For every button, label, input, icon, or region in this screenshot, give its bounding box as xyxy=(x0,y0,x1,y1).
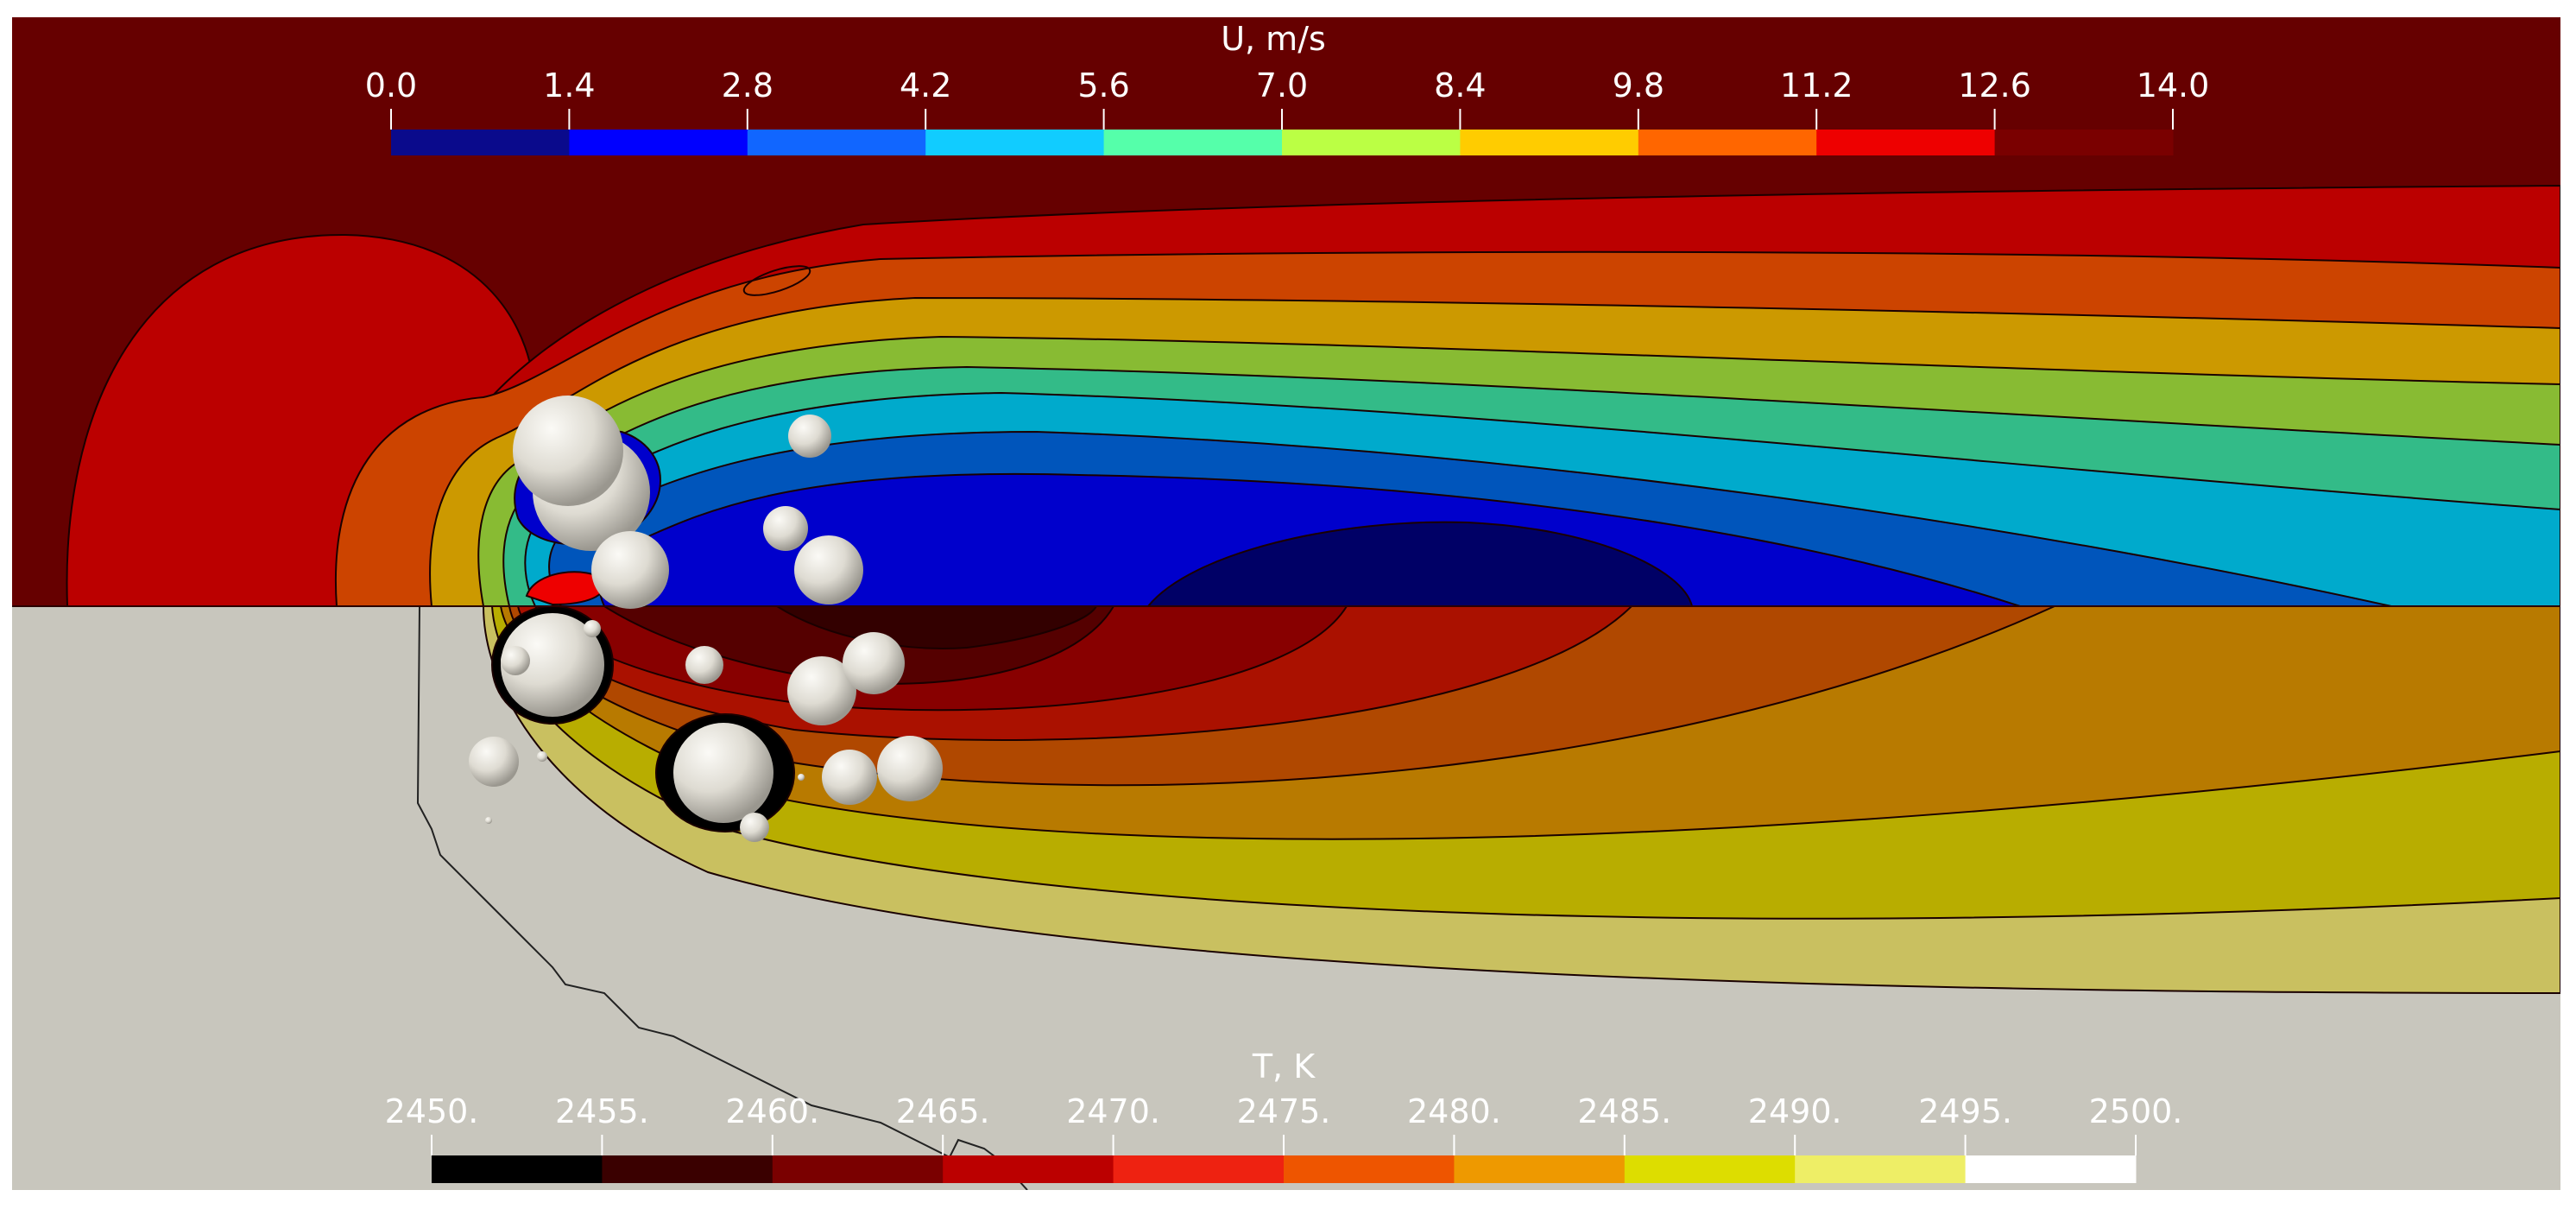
temperature-colorbar-ticks: 2450. 2455. 2460. 2465. 2470. 2475. 2480. 2485.… xyxy=(385,1092,2183,1155)
velocity-colorbar-tick-label: 4.2 xyxy=(900,66,951,104)
temperature-colorbar-swatch xyxy=(1624,1155,1796,1183)
particle xyxy=(584,620,601,637)
velocity-colorbar: U, m/s 0.0 1.4 2.8 4.2 5.6 7.0 8.4 9.8 11.2 12.6 1… xyxy=(365,20,2210,155)
temperature-colorbar-tick-label: 2450. xyxy=(385,1092,479,1130)
particle xyxy=(501,646,530,675)
temperature-colorbar-swatch xyxy=(1284,1155,1455,1183)
particle xyxy=(591,531,669,609)
temperature-colorbar-swatch xyxy=(602,1155,773,1183)
velocity-colorbar-tick-label: 7.0 xyxy=(1256,66,1308,104)
temperature-colorbar-tick-label: 2480. xyxy=(1407,1092,1501,1130)
particle xyxy=(469,737,519,787)
particle-group-velocity xyxy=(513,396,863,609)
particle xyxy=(763,506,808,551)
particle xyxy=(822,750,877,805)
temperature-colorbar-tick-label: 2475. xyxy=(1237,1092,1331,1130)
particle xyxy=(537,751,547,762)
velocity-colorbar-ticks: 0.0 1.4 2.8 4.2 5.6 7.0 8.4 9.8 11.2 12.6 14.0 xyxy=(365,66,2210,130)
velocity-colorbar-tick-label: 11.2 xyxy=(1780,66,1853,104)
temperature-colorbar-swatch xyxy=(1965,1155,2137,1183)
velocity-colorbar-tick-label: 8.4 xyxy=(1434,66,1486,104)
temperature-colorbar: T, K 2450. 2455. 2460. 2465. 2470. 2475. 2480.… xyxy=(385,1048,2183,1183)
velocity-colorbar-swatch xyxy=(1816,130,1996,155)
velocity-colorbar-swatch xyxy=(1638,130,1817,155)
particle xyxy=(513,396,623,506)
temperature-colorbar-swatch xyxy=(1454,1155,1626,1183)
temperature-colorbar-tick-label: 2495. xyxy=(1918,1092,2012,1130)
particle xyxy=(673,723,773,823)
velocity-colorbar-tick-label: 12.6 xyxy=(1958,66,2031,104)
particle xyxy=(787,656,856,725)
temperature-colorbar-tick-label: 2460. xyxy=(725,1092,819,1130)
velocity-contour-field xyxy=(12,17,2560,606)
velocity-colorbar-title: U, m/s xyxy=(1221,20,1326,58)
temperature-colorbar-title: T, K xyxy=(1252,1048,1316,1086)
velocity-colorbar-swatch xyxy=(747,130,926,155)
temperature-colorbar-swatch xyxy=(432,1155,603,1183)
temperature-colorbar-tick-label: 2455. xyxy=(555,1092,649,1130)
particle xyxy=(794,535,863,604)
particle xyxy=(877,736,943,801)
particle xyxy=(685,646,723,684)
particle xyxy=(798,774,805,781)
velocity-colorbar-swatch xyxy=(1282,130,1461,155)
velocity-colorbar-tick-label: 0.0 xyxy=(365,66,417,104)
temperature-colorbar-tick-label: 2485. xyxy=(1577,1092,1671,1130)
temperature-colorbar-tick-label: 2490. xyxy=(1748,1092,1842,1130)
velocity-colorbar-swatch xyxy=(569,130,748,155)
particle-group-temperature xyxy=(469,613,943,842)
temperature-colorbar-swatch xyxy=(943,1155,1114,1183)
temperature-colorbar-swatch xyxy=(1795,1155,1967,1183)
velocity-colorbar-tick-label: 1.4 xyxy=(543,66,595,104)
particle xyxy=(485,817,492,824)
particle xyxy=(501,613,604,717)
velocity-colorbar-tick-label: 9.8 xyxy=(1613,66,1664,104)
velocity-colorbar-swatches xyxy=(391,130,2174,155)
particle xyxy=(740,813,769,842)
particle xyxy=(788,415,831,458)
temperature-colorbar-tick-label: 2470. xyxy=(1066,1092,1160,1130)
velocity-colorbar-tick-label: 2.8 xyxy=(722,66,773,104)
temperature-colorbar-swatch xyxy=(1113,1155,1285,1183)
velocity-colorbar-tick-label: 5.6 xyxy=(1077,66,1129,104)
particle xyxy=(843,632,905,694)
temperature-colorbar-tick-label: 2465. xyxy=(896,1092,990,1130)
velocity-colorbar-tick-label: 14.0 xyxy=(2137,66,2210,104)
velocity-colorbar-swatch xyxy=(1994,130,2174,155)
velocity-wake-band-4 xyxy=(1146,521,1694,606)
velocity-colorbar-swatch xyxy=(391,130,570,155)
temperature-colorbar-swatches xyxy=(432,1155,2137,1183)
temperature-colorbar-tick-label: 2500. xyxy=(2089,1092,2183,1130)
velocity-colorbar-swatch xyxy=(1460,130,1639,155)
velocity-contour-loop xyxy=(742,265,811,296)
velocity-colorbar-swatch xyxy=(1103,130,1283,155)
velocity-colorbar-swatch xyxy=(925,130,1105,155)
temperature-colorbar-swatch xyxy=(772,1155,944,1183)
